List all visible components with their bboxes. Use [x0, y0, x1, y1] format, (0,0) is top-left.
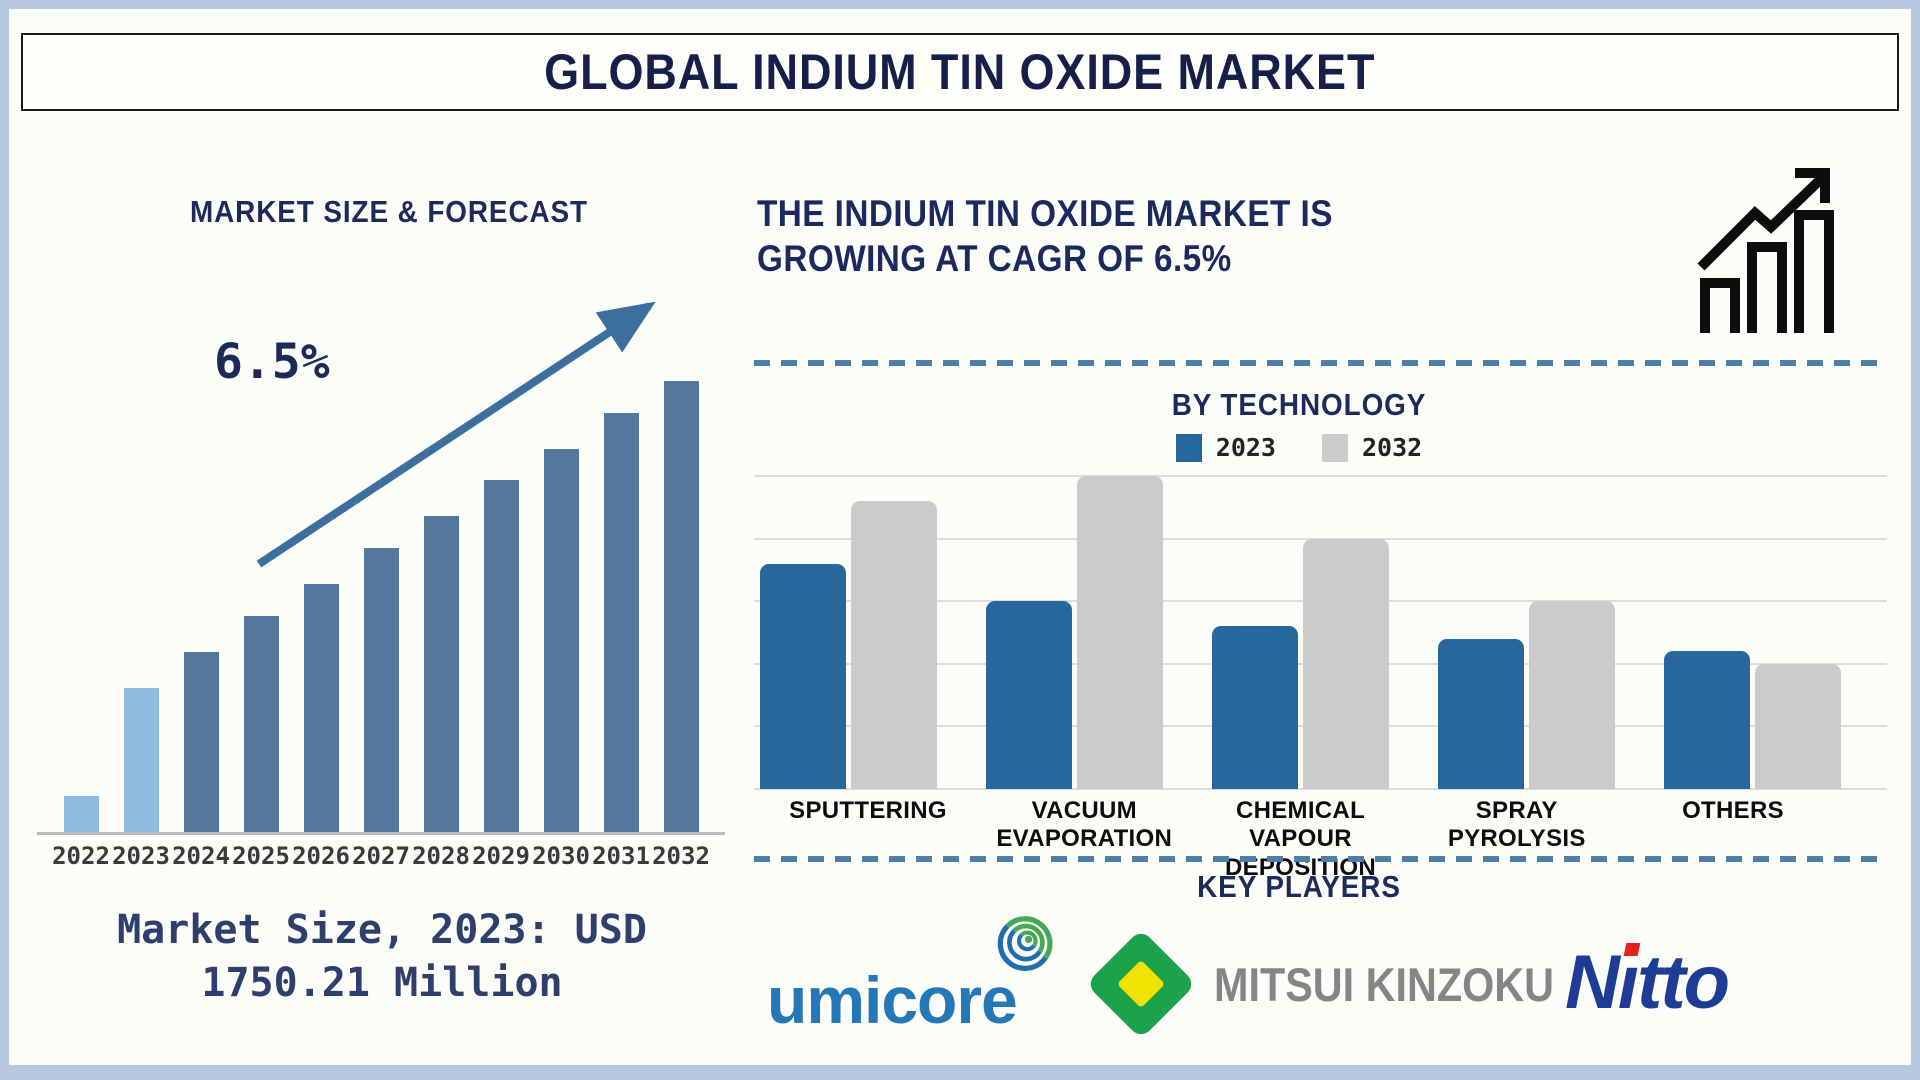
bar-group-2 — [986, 476, 1163, 789]
nitto-red-dot-i: ı — [1617, 940, 1639, 1025]
x-axis-line — [37, 832, 725, 835]
forecast-bar-column — [531, 381, 591, 832]
bar-group-5 — [1664, 476, 1841, 789]
forecast-bar-column — [591, 381, 651, 832]
x-axis-year-labels: 2022 2023 2024 2025 2026 2027 2028 2029 2030 2031… — [51, 842, 711, 870]
bar-group-1 — [760, 476, 937, 789]
dashed-divider-bottom — [754, 856, 1887, 862]
bar-2023 — [760, 563, 846, 789]
bar-groups — [760, 476, 1841, 789]
by-technology-title: BY TECHNOLOGY — [1171, 387, 1427, 422]
cagr-annotation: 6.5% — [214, 334, 330, 390]
year-label-2028: 2028 — [412, 842, 470, 870]
category-label: OTHERS — [1682, 797, 1784, 824]
forecast-bar-column — [291, 381, 351, 832]
key-players-title: KEY PLAYERS — [1197, 869, 1401, 904]
year-label-2032: 2032 — [652, 842, 710, 870]
forecast-bar-2023 — [123, 687, 159, 832]
gridline-0 — [754, 788, 1887, 790]
legend-item-2023: 2023 — [1175, 433, 1276, 462]
category-label: SPUTTERING — [789, 797, 947, 824]
legend-label-2032: 2032 — [1362, 433, 1423, 462]
year-label-2031: 2031 — [592, 842, 650, 870]
market-size-note: Market Size, 2023: USD 1750.21 Million — [117, 907, 647, 1006]
forecast-bar-2025 — [243, 615, 279, 832]
year-label-2025: 2025 — [232, 842, 290, 870]
mitsui-kinzoku-wordmark: MITSUI KINZOKU — [1214, 957, 1555, 1011]
umicore-wordmark: umicore — [767, 963, 1018, 1037]
legend-label-2023: 2023 — [1215, 433, 1276, 462]
gridline-100 — [754, 475, 1887, 477]
category-label: SPRAY PYROLYSIS — [1447, 797, 1586, 853]
forecast-bar-2027 — [363, 547, 399, 832]
bar-2032 — [1077, 476, 1163, 789]
legend-swatch-2023 — [1175, 433, 1202, 462]
forecast-bar-column — [231, 381, 291, 832]
growth-chart-icon — [1697, 168, 1834, 333]
technology-bar-chart — [754, 475, 1887, 790]
bar-2032 — [851, 501, 937, 789]
market-size-forecast-heading: MARKET SIZE & FORECAST — [189, 194, 588, 229]
bar-group-3 — [1212, 476, 1389, 789]
mitsui-diamond-icon — [1085, 928, 1197, 1040]
trend-arrow-icon — [256, 301, 656, 568]
year-label-2023: 2023 — [112, 842, 170, 870]
bar-2023 — [986, 601, 1072, 789]
cagr-heading: THE INDIUM TIN OXIDE MARKET IS GROWING A… — [757, 193, 1333, 280]
umicore-logo: umicore — [767, 909, 1067, 1044]
year-label-2022: 2022 — [52, 842, 110, 870]
forecast-bar-column — [411, 381, 471, 832]
legend-item-2032: 2032 — [1322, 433, 1422, 462]
mitsui-kinzoku-logo: MITSUI KINZOKU — [1085, 928, 1600, 1040]
forecast-bar-2031 — [603, 412, 639, 832]
forecast-bar-column — [471, 381, 531, 832]
forecast-bar-column — [111, 381, 171, 832]
bar-2023 — [1212, 626, 1298, 789]
forecast-bar-2030 — [543, 448, 579, 832]
forecast-bar-column — [51, 381, 111, 832]
year-label-2029: 2029 — [472, 842, 530, 870]
title-box: GLOBAL INDIUM TIN OXIDE MARKET — [21, 33, 1899, 111]
forecast-bar-2028 — [423, 516, 459, 832]
bar-2032 — [1529, 601, 1615, 789]
year-label-2030: 2030 — [532, 842, 590, 870]
bar-2023 — [1438, 638, 1524, 789]
umicore-swirl-icon — [997, 916, 1053, 971]
bar-2023 — [1664, 651, 1750, 789]
bar-group-4 — [1438, 476, 1615, 789]
page-title: GLOBAL INDIUM TIN OXIDE MARKET — [544, 44, 1376, 100]
bar-2032 — [1755, 663, 1841, 789]
forecast-bar-2026 — [303, 583, 339, 832]
chart-legend: 2023 2032 — [754, 433, 1844, 462]
legend-swatch-2032 — [1322, 433, 1348, 462]
mitsui-diamond-inner — [1116, 959, 1166, 1009]
forecast-bar-chart — [51, 381, 711, 832]
bar-2032 — [1303, 538, 1389, 789]
nitto-logo: Nıtto — [1565, 940, 1730, 1025]
dashed-divider-top — [754, 360, 1887, 366]
year-label-2024: 2024 — [172, 842, 230, 870]
category-label: VACUUM EVAPORATION — [996, 797, 1173, 853]
forecast-bar-2022 — [63, 795, 99, 832]
year-label-2026: 2026 — [292, 842, 350, 870]
forecast-bar-2032 — [663, 381, 699, 832]
forecast-bar-2029 — [483, 480, 519, 832]
year-label-2027: 2027 — [352, 842, 410, 870]
forecast-bar-column — [171, 381, 231, 832]
forecast-bar-2024 — [183, 651, 219, 832]
forecast-bar-column — [651, 381, 711, 832]
category-labels: SPUTTERING VACUUM EVAPORATION CHEMICAL VAP… — [760, 797, 1841, 882]
forecast-bar-column — [351, 381, 411, 832]
